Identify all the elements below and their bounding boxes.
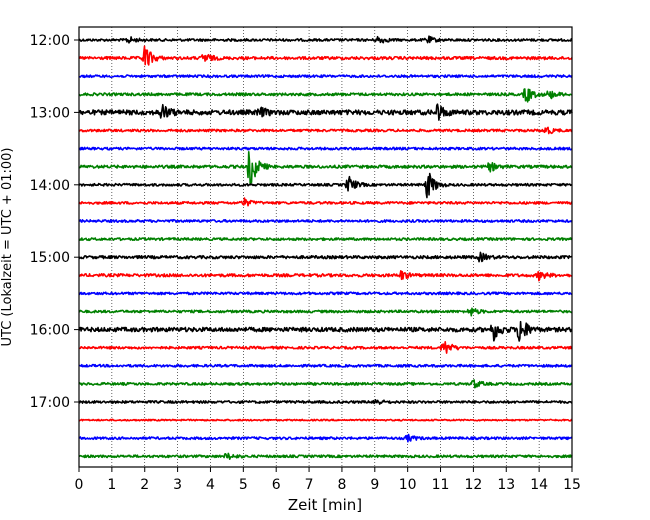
trace-line xyxy=(78,35,573,44)
trace-line xyxy=(78,433,573,443)
x-tick-label: 15 xyxy=(563,477,581,493)
trace-line xyxy=(78,270,573,282)
x-tick-label: 10 xyxy=(399,477,417,493)
trace-line xyxy=(78,418,573,422)
trace-line xyxy=(78,398,573,405)
trace-lines xyxy=(78,35,573,460)
x-tick-label: 12 xyxy=(464,477,482,493)
trace-line xyxy=(78,197,573,207)
x-tick-label: 3 xyxy=(173,477,182,493)
x-tick-label: 4 xyxy=(206,477,215,493)
x-tick-label: 8 xyxy=(337,477,346,493)
x-tick-label: 9 xyxy=(370,477,379,493)
trace-line xyxy=(78,341,573,354)
x-tick-label: 5 xyxy=(239,477,248,493)
trace-line xyxy=(78,291,573,296)
grid-lines xyxy=(111,27,540,467)
y-tick-label: 15:00 xyxy=(30,250,70,266)
trace-line xyxy=(78,219,573,223)
trace-line xyxy=(78,126,573,135)
y-tick-label: 16:00 xyxy=(30,323,70,339)
x-tick-label: 2 xyxy=(140,477,149,493)
x-tick-label: 6 xyxy=(272,477,281,493)
x-tick-label: 7 xyxy=(305,477,314,493)
x-axis-ticks: 0 1 2 3 4 5 6 7 8 9 10 11 12 13 14 15 xyxy=(75,467,581,493)
y-tick-label: 13:00 xyxy=(30,105,70,121)
y-axis-ticks: 12:00 13:00 14:00 15:00 16:00 17:00 xyxy=(30,33,79,411)
x-tick-label: 0 xyxy=(75,477,84,493)
x-tick-label: 13 xyxy=(497,477,515,493)
trace-line xyxy=(78,88,573,103)
y-tick-label: 12:00 xyxy=(30,33,70,49)
trace-line xyxy=(78,150,573,184)
trace-line xyxy=(78,251,573,263)
trace-line xyxy=(78,237,573,242)
trace-line xyxy=(78,172,573,199)
y-tick-label: 17:00 xyxy=(30,395,70,411)
trace-line xyxy=(78,45,573,66)
plot-border xyxy=(78,26,573,468)
plot-frame xyxy=(78,26,573,468)
x-tick-label: 11 xyxy=(432,477,450,493)
y-axis-label: UTC (Lokalzeit = UTC + 01:00) xyxy=(0,148,15,347)
trace-line xyxy=(78,452,573,460)
x-axis-label: Zeit [min] xyxy=(288,496,362,514)
y-tick-label: 14:00 xyxy=(30,178,70,194)
trace-line xyxy=(78,320,573,342)
x-tick-label: 1 xyxy=(107,477,116,493)
trace-line xyxy=(78,379,573,389)
trace-line xyxy=(78,307,573,317)
trace-line xyxy=(78,74,573,79)
trace-line xyxy=(78,146,573,151)
trace-line xyxy=(78,363,573,368)
x-tick-label: 14 xyxy=(530,477,548,493)
trace-line xyxy=(78,103,573,121)
